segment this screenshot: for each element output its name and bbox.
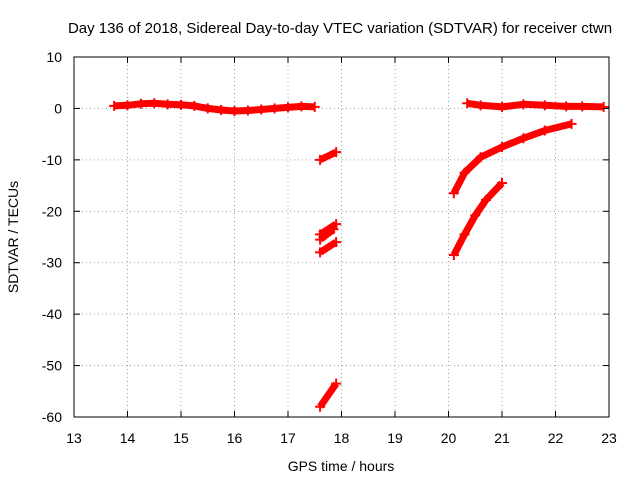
data-point: [176, 99, 186, 110]
axis-ticks: 13 14 15 16 17 18 19 20 21 22 23 10 0 -10 -20 -30 -40 -50…: [42, 49, 617, 446]
chart-title: Day 136 of 2018, Sidereal Day-to-day VTE…: [68, 20, 612, 37]
y-tick-label: -30: [42, 255, 62, 271]
data-point: [497, 178, 507, 188]
x-tick-label: 19: [387, 430, 403, 446]
data-point: [331, 237, 342, 248]
data-point: [149, 98, 160, 109]
data-point: [497, 142, 507, 152]
data-point: [269, 103, 280, 114]
data-point: [518, 99, 529, 110]
data-point: [109, 100, 120, 111]
data-point: [566, 118, 577, 129]
x-tick-label: 18: [334, 430, 350, 446]
series-arc-4: [317, 226, 336, 243]
data-point: [189, 100, 200, 111]
data-point: [459, 167, 470, 178]
data-point: [539, 125, 550, 136]
data-point: [475, 152, 486, 163]
data-point: [328, 224, 339, 235]
y-tick-label: -60: [42, 409, 62, 425]
data-point: [242, 105, 253, 116]
x-tick-label: 15: [173, 430, 189, 446]
data-point: [470, 210, 481, 221]
y-tick-label: 10: [46, 49, 62, 65]
data-point: [459, 229, 470, 240]
data-point: [577, 101, 588, 112]
series-arc-6: [317, 381, 339, 409]
data-point: [162, 99, 173, 110]
x-tick-label: 17: [280, 430, 296, 446]
series-arc-1: [113, 99, 315, 115]
data-point: [202, 103, 213, 114]
y-tick-label: -40: [42, 306, 62, 322]
data-point: [283, 102, 293, 113]
data-point: [331, 378, 342, 389]
data-point: [216, 104, 227, 115]
y-tick-label: -50: [42, 358, 62, 374]
y-tick-label: -10: [42, 152, 62, 168]
data-point: [331, 219, 342, 230]
data-point: [561, 101, 572, 112]
x-tick-label: 22: [548, 430, 564, 446]
series-arc-9: [450, 180, 505, 257]
y-tick-label: 0: [54, 100, 62, 116]
data-point: [315, 401, 326, 412]
data-point: [315, 234, 326, 245]
y-tick-label: -20: [42, 203, 62, 219]
x-axis-label: GPS time / hours: [288, 458, 395, 474]
x-tick-label: 13: [66, 430, 82, 446]
data-point: [462, 98, 473, 109]
grid-lines: [74, 57, 609, 417]
data-point: [475, 100, 486, 111]
series-arc-2: [318, 148, 338, 164]
data-point: [448, 250, 459, 260]
data-point: [598, 101, 609, 112]
data-point: [539, 100, 550, 111]
x-tick-label: 23: [601, 430, 617, 446]
y-axis-label: SDTVAR / TECUs: [5, 181, 21, 293]
data-point: [518, 133, 529, 144]
data-point: [497, 101, 507, 112]
data-point: [122, 100, 133, 111]
data-point: [309, 101, 320, 112]
data-point: [480, 194, 491, 205]
data-point: [315, 247, 326, 258]
data-point: [315, 154, 326, 165]
data-point: [331, 147, 342, 158]
data-point: [448, 188, 459, 199]
x-tick-label: 20: [441, 430, 457, 446]
series-arc-8: [450, 120, 573, 195]
x-tick-label: 14: [120, 430, 136, 446]
x-tick-label: 21: [494, 430, 510, 446]
data-series: [109, 98, 609, 412]
data-point: [296, 101, 307, 112]
data-point: [256, 104, 267, 115]
x-tick-label: 16: [227, 430, 243, 446]
data-point: [229, 106, 240, 116]
data-point: [135, 98, 146, 109]
series-arc-5: [318, 239, 338, 256]
